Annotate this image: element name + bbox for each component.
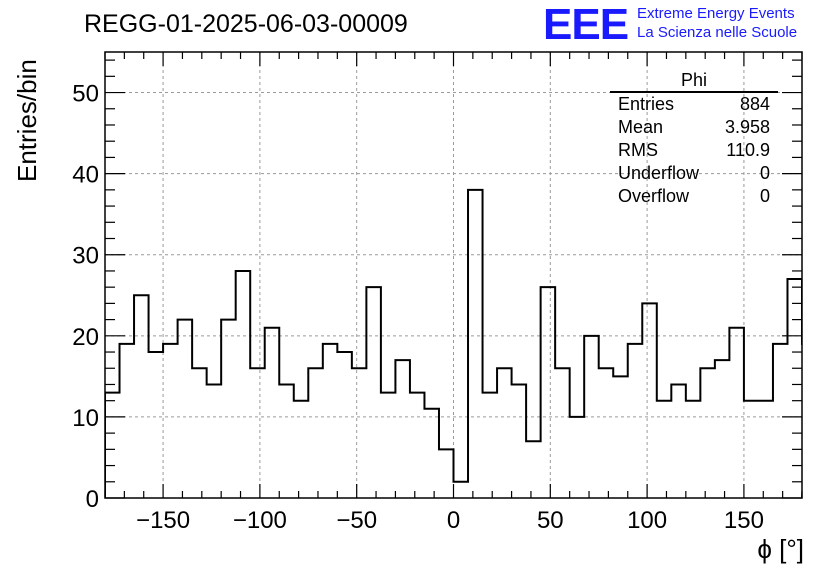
x-tick-label: 0 xyxy=(447,507,460,534)
y-tick-label: 10 xyxy=(72,405,99,432)
histogram-bin xyxy=(526,441,541,498)
stats-box: Phi Entries 884 Mean 3.958 RMS 110.9 Underf… xyxy=(610,70,778,208)
x-tick-label: −50 xyxy=(336,507,377,534)
stats-value: 0 xyxy=(759,186,770,206)
histogram-bin xyxy=(758,401,773,498)
histogram-bin xyxy=(381,393,396,498)
histogram-bin xyxy=(337,352,352,498)
histogram-bin xyxy=(729,328,744,498)
stats-value: 884 xyxy=(739,94,770,114)
histogram-bin xyxy=(642,303,657,498)
x-tick-label: 100 xyxy=(627,507,667,534)
histogram-bin xyxy=(323,344,338,498)
histogram-bin xyxy=(468,190,483,498)
histogram-bin xyxy=(366,287,381,498)
histogram-bin xyxy=(410,393,425,498)
histogram-bin xyxy=(178,320,193,498)
stats-row: Mean 3.958 xyxy=(610,116,778,139)
histogram-bin xyxy=(686,401,701,498)
histogram-bin xyxy=(613,376,628,498)
histogram-bin xyxy=(744,401,759,498)
histogram-bin xyxy=(163,344,178,498)
histogram-bin xyxy=(192,368,207,498)
histogram-bin xyxy=(483,393,498,498)
histogram-bin xyxy=(250,368,265,498)
histogram-bin xyxy=(817,68,832,498)
x-tick-label: −100 xyxy=(233,507,287,534)
histogram-bin xyxy=(294,401,309,498)
histogram-bin xyxy=(541,287,556,498)
histogram-bin xyxy=(599,368,614,498)
stats-title: Phi xyxy=(610,70,778,93)
histogram-bin xyxy=(120,344,135,498)
y-tick-label: 0 xyxy=(86,486,99,513)
stats-row: Overflow 0 xyxy=(610,185,778,208)
logo-line-2: La Scienza nelle Scuole xyxy=(637,24,798,41)
tick-labels: −150 −100 −50 0 50 100 150 0 10 20 30 40 50 xyxy=(72,81,764,534)
y-tick-label: 20 xyxy=(72,324,99,351)
y-tick-label: 30 xyxy=(72,243,99,270)
logo-line-1: Extreme Energy Events xyxy=(637,5,795,22)
histogram-series xyxy=(105,68,832,498)
eee-logo-text: Extreme Energy Events La Scienza nelle S… xyxy=(637,4,797,42)
x-tick-label: −150 xyxy=(136,507,190,534)
histogram-bin xyxy=(570,417,585,498)
histogram-bin xyxy=(497,368,512,498)
histogram-bin xyxy=(221,320,236,498)
stats-label: Mean xyxy=(618,117,664,137)
y-axis-label: Entries/bin xyxy=(12,59,42,182)
stats-value: 3.958 xyxy=(724,117,770,137)
x-axis-label: ϕ [°] xyxy=(757,534,804,564)
histogram-bin xyxy=(454,482,469,498)
histogram-bin xyxy=(715,360,730,498)
stats-label: RMS xyxy=(618,140,658,160)
stats-value: 110.9 xyxy=(726,140,770,160)
histogram-bin xyxy=(352,368,367,498)
chart-title: REGG-01-2025-06-03-00009 xyxy=(84,10,408,38)
histogram-bin xyxy=(671,384,686,498)
histogram-bin xyxy=(700,368,715,498)
histogram-bin xyxy=(395,360,410,498)
histogram-bin xyxy=(657,401,672,498)
histogram-bin xyxy=(308,368,323,498)
axis-ticks xyxy=(104,52,803,499)
histogram-bin xyxy=(134,295,149,498)
stats-row: Entries 884 xyxy=(610,93,778,116)
y-axis-label-wrap: Entries/bin xyxy=(8,59,42,332)
y-tick-label: 50 xyxy=(72,81,99,108)
histogram-bin xyxy=(149,352,164,498)
histogram-bin xyxy=(802,344,817,498)
stats-row: RMS 110.9 xyxy=(610,139,778,162)
histogram-bin xyxy=(773,344,788,498)
histogram-bin xyxy=(207,384,222,498)
histogram-bin xyxy=(512,384,527,498)
histogram-bin xyxy=(439,449,454,498)
stats-value: 0 xyxy=(759,163,770,183)
x-tick-label: 150 xyxy=(724,507,764,534)
stats-label: Underflow xyxy=(618,163,700,183)
histogram-bin xyxy=(279,384,294,498)
histogram-bin xyxy=(555,368,570,498)
stats-row: Underflow 0 xyxy=(610,162,778,185)
histogram-step-line xyxy=(105,188,802,498)
x-tick-label: 50 xyxy=(537,507,564,534)
stats-label: Entries xyxy=(618,94,675,114)
histogram-bin xyxy=(584,336,599,498)
histogram-bin xyxy=(265,328,280,498)
stats-label: Overflow xyxy=(618,186,690,206)
histogram-bin xyxy=(424,409,439,498)
y-tick-label: 40 xyxy=(72,162,99,189)
histogram-bin xyxy=(236,271,251,498)
eee-logo: EEE xyxy=(543,0,629,49)
histogram-bin xyxy=(628,344,643,498)
